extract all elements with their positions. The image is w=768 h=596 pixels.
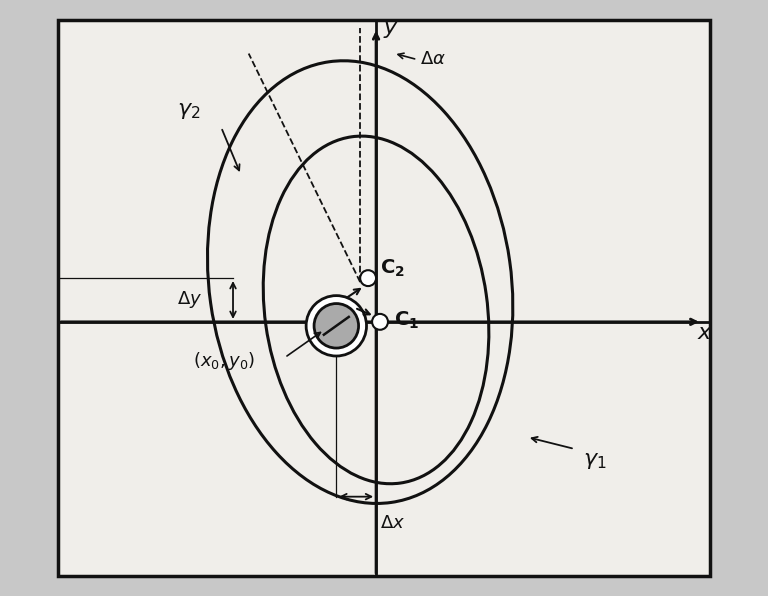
Text: $\Delta\alpha$: $\Delta\alpha$ — [420, 49, 445, 67]
Text: $\Delta x$: $\Delta x$ — [380, 514, 406, 532]
Text: $\gamma_1$: $\gamma_1$ — [583, 451, 606, 471]
Text: $\Delta y$: $\Delta y$ — [177, 289, 203, 311]
Text: $\gamma_2$: $\gamma_2$ — [177, 101, 200, 121]
Circle shape — [306, 296, 366, 356]
Text: $\mathbf{C_2}$: $\mathbf{C_2}$ — [380, 258, 405, 280]
Circle shape — [372, 314, 388, 330]
Text: y: y — [384, 18, 397, 38]
Text: x: x — [698, 323, 711, 343]
Text: $(x_0,y_0)$: $(x_0,y_0)$ — [194, 349, 255, 371]
Circle shape — [314, 303, 359, 348]
Circle shape — [360, 270, 376, 286]
Text: $\mathbf{C_1}$: $\mathbf{C_1}$ — [394, 310, 419, 331]
